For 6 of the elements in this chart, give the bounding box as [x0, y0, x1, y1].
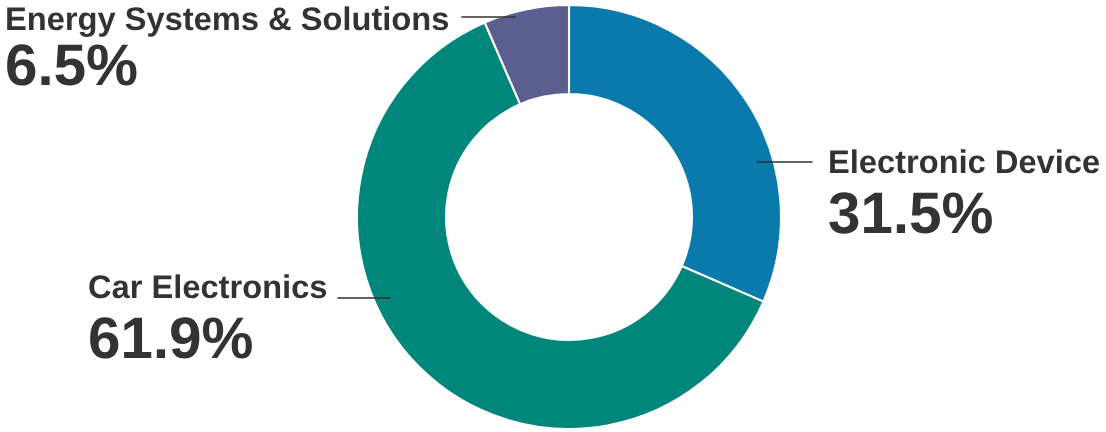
slice-label: Energy Systems & Solutions: [7, 6, 449, 37]
data-label: 31.5%: [829, 192, 992, 234]
data-label: 61.9%: [90, 317, 252, 359]
slice-label: Car Electronics: [89, 274, 327, 299]
data-label: 6.5%: [7, 44, 137, 86]
slice-label: Electronic Device: [830, 149, 1100, 174]
